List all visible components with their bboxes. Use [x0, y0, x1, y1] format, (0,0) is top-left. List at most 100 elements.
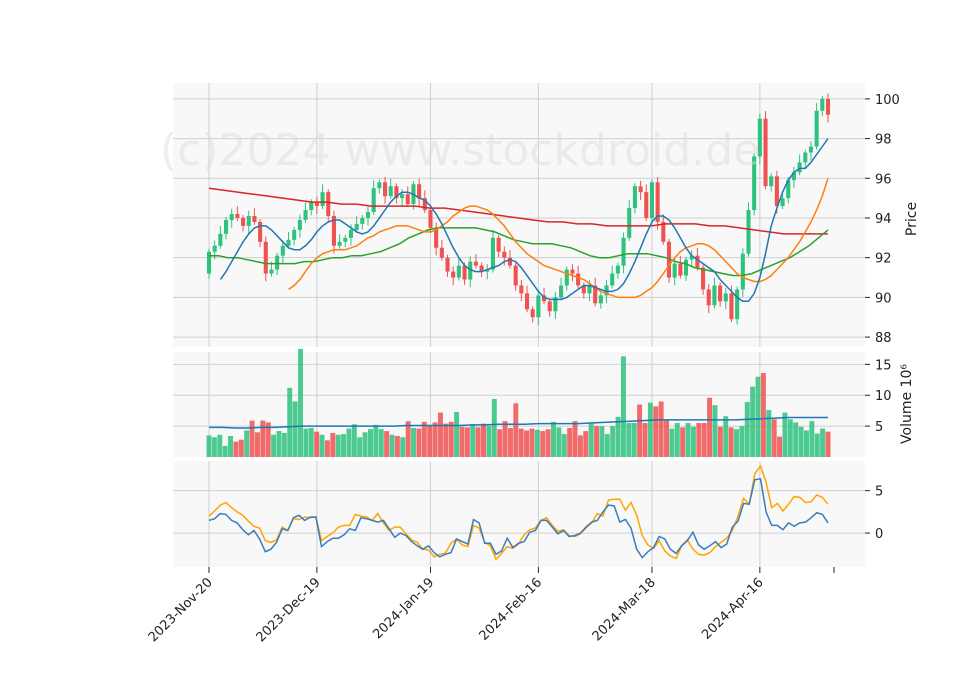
candle-up	[740, 253, 745, 290]
volume-bar	[653, 406, 659, 457]
x-tick-label: 2024-Mar-18	[590, 575, 659, 644]
volume-axis-label: Volume 10⁶	[899, 364, 915, 444]
macd-y-tick-label: 0	[875, 527, 883, 542]
volume-bar	[615, 416, 621, 457]
volume-bar	[572, 421, 578, 457]
volume-bar	[750, 386, 756, 457]
candle-up	[627, 208, 632, 238]
candle-down	[524, 293, 530, 310]
candle-up	[365, 212, 371, 218]
volume-bar	[658, 401, 664, 457]
price-panel: 88 90 92 94 96 98 100	[173, 83, 900, 347]
volume-bar	[217, 434, 223, 457]
candle-down	[417, 184, 422, 199]
candle-down	[570, 269, 575, 274]
volume-bar	[405, 421, 411, 457]
volume-bar	[594, 426, 600, 457]
candle-up	[468, 261, 473, 280]
volume-bar	[335, 434, 341, 457]
volume-bar	[454, 411, 460, 457]
volume-moving-average-line	[209, 416, 828, 429]
volume-bar	[717, 426, 723, 457]
volume-bar	[696, 423, 702, 457]
candle-down	[763, 118, 768, 187]
volume-bar	[265, 422, 271, 457]
volume-bar	[324, 440, 330, 457]
candle-down	[581, 285, 586, 294]
candle-up	[808, 146, 814, 153]
volume-bar	[809, 421, 815, 457]
volume-bar	[464, 427, 470, 457]
candle-up	[587, 285, 592, 294]
candle-up	[343, 237, 348, 242]
candle-up	[536, 295, 541, 318]
candle-up	[672, 263, 677, 278]
volume-bar	[610, 426, 616, 457]
volume-bar	[233, 441, 239, 457]
price-y-tick-label: 100	[875, 93, 900, 108]
moving-average-short-line	[219, 138, 829, 303]
candle-up	[791, 172, 796, 181]
candle-up	[280, 245, 285, 256]
candle-down	[263, 241, 268, 274]
candle-down	[394, 186, 399, 199]
volume-bar	[491, 398, 497, 457]
candle-down	[774, 176, 779, 207]
candle-up	[269, 269, 274, 274]
candle-down	[496, 237, 501, 252]
volume-bar	[287, 387, 293, 457]
volume-bar	[206, 435, 212, 457]
volume-bar	[626, 423, 632, 457]
candle-down	[422, 198, 427, 211]
volume-bar	[723, 416, 729, 457]
candle-up	[212, 245, 217, 252]
watermark: (c)2024 www.stockdroid.de	[160, 125, 760, 176]
candle-up	[820, 98, 825, 111]
candle-up	[712, 285, 717, 306]
volume-bar	[545, 429, 551, 457]
volume-bar	[728, 427, 734, 457]
candle-up	[485, 269, 490, 272]
candle-down	[258, 221, 263, 242]
candle-down	[530, 309, 535, 318]
volume-bar	[782, 412, 788, 457]
volume-bar	[271, 434, 277, 457]
candle-down	[439, 247, 444, 258]
volume-bar	[486, 426, 492, 457]
candle-up	[786, 180, 791, 199]
volume-bar	[260, 420, 266, 457]
volume-bar	[551, 421, 556, 457]
volume-bar	[244, 430, 250, 457]
volume-bar	[421, 421, 427, 457]
volume-bar	[707, 397, 713, 457]
candle-down	[331, 215, 336, 246]
volume-bar	[249, 420, 255, 457]
candle-down	[678, 263, 683, 276]
price-y-tick-label: 88	[875, 331, 892, 346]
volume-bar	[642, 423, 648, 457]
volume-bar	[400, 437, 406, 457]
candle-up	[598, 295, 603, 304]
volume-bar	[604, 434, 610, 457]
candle-down	[547, 301, 552, 312]
volume-bar	[777, 436, 783, 457]
volume-bar	[798, 426, 804, 457]
candle-up	[604, 285, 609, 296]
candle-down	[638, 186, 643, 193]
volume-bar	[793, 422, 799, 457]
volume-bar	[432, 422, 438, 457]
volume-bar	[357, 437, 363, 457]
volume-bar	[513, 403, 519, 457]
volume-bar	[228, 436, 234, 457]
candle-down	[644, 192, 649, 218]
candle-up	[610, 273, 615, 286]
candle-down	[507, 257, 513, 266]
volume-bar	[211, 437, 217, 457]
volume-bar	[437, 412, 443, 457]
candle-up	[490, 237, 495, 270]
candle-up	[632, 186, 637, 209]
volume-bar	[561, 434, 567, 457]
moving-average-mid-line	[288, 178, 829, 299]
candle-down	[729, 293, 734, 320]
volume-bar	[411, 427, 417, 457]
